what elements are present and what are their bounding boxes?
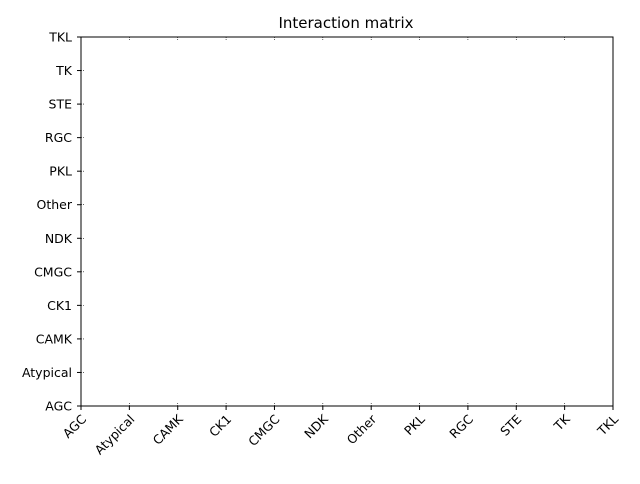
x-tick-label: CK1 (206, 412, 234, 440)
y-tick-label: Other (37, 197, 73, 212)
x-axis: AGC Atypical CAMK CK1 CMGC NDK Other PKL RGC STE T… (60, 406, 621, 458)
x-tick-label: Other (344, 411, 380, 447)
y-tick-label: CMGC (34, 264, 72, 279)
x-tick-label: CMGC (245, 411, 283, 449)
cell-grid (80, 36, 614, 407)
x-tick-label: PKL (401, 411, 428, 438)
y-axis: AGC Atypical CAMK CK1 CMGC NDK Other PKL RGC STE T… (22, 30, 81, 414)
x-tick-label: Atypical (91, 412, 137, 458)
x-tick-label: TKL (594, 411, 621, 438)
y-tick-label: RGC (45, 130, 72, 145)
x-tick-label: CAMK (150, 411, 187, 448)
y-tick-label: NDK (45, 231, 73, 246)
x-tick-label: TK (550, 411, 573, 434)
x-tick-label: NDK (301, 411, 331, 441)
chart-title: Interaction matrix (278, 14, 413, 32)
y-tick-label: AGC (45, 399, 72, 414)
y-tick-label: TK (55, 63, 73, 78)
x-tick-label: AGC (60, 411, 90, 441)
y-tick-label: Atypical (22, 365, 72, 380)
y-tick-label: CK1 (47, 298, 72, 313)
y-tick-label: PKL (49, 164, 72, 179)
y-tick-label: CAMK (36, 331, 73, 346)
x-tick-label: STE (497, 411, 524, 438)
plot-area (80, 36, 614, 407)
y-tick-label: TKL (48, 30, 72, 45)
x-tick-label: RGC (446, 411, 476, 441)
y-tick-label: STE (49, 97, 73, 112)
